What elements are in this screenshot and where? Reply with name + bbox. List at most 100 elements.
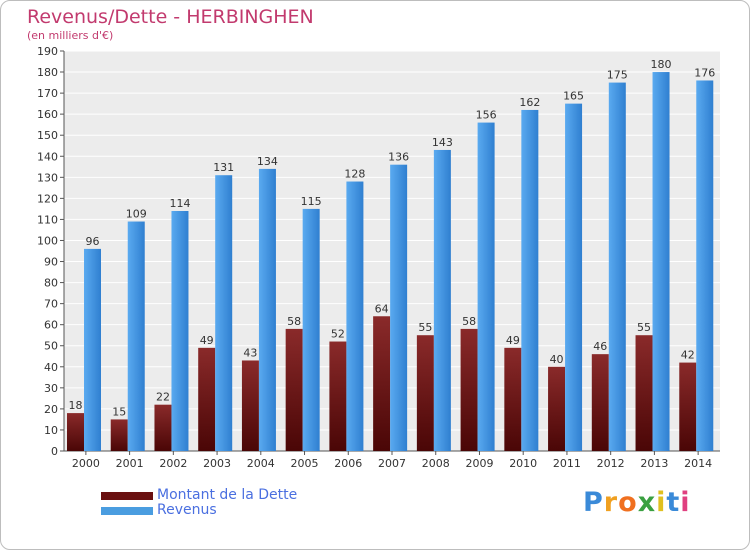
x-tick-label: 2009 bbox=[465, 457, 493, 470]
logo-letter: P bbox=[583, 487, 604, 518]
y-tick-label: 20 bbox=[44, 403, 58, 416]
bar-value-label: 46 bbox=[593, 340, 607, 353]
x-tick-label: 2000 bbox=[72, 457, 100, 470]
bar-value-label: 162 bbox=[519, 96, 540, 109]
x-tick-label: 2006 bbox=[334, 457, 362, 470]
x-tick-label: 2010 bbox=[509, 457, 537, 470]
chart-subtitle: (en milliers d'€) bbox=[27, 29, 114, 42]
bar-dette bbox=[198, 347, 216, 451]
y-tick-label: 170 bbox=[37, 87, 58, 100]
bar-revenus bbox=[346, 181, 364, 452]
x-tick-label: 2003 bbox=[203, 457, 231, 470]
bar-dette bbox=[460, 328, 478, 451]
bar-dette bbox=[67, 413, 84, 451]
legend-item-dette: Montant de la Dette bbox=[101, 488, 297, 503]
y-tick-label: 120 bbox=[37, 192, 58, 205]
x-tick-label: 2011 bbox=[553, 457, 581, 470]
x-tick-label: 2007 bbox=[378, 457, 406, 470]
x-tick-label: 2012 bbox=[597, 457, 625, 470]
bar-dette bbox=[285, 328, 303, 451]
logo-letter: i bbox=[680, 487, 691, 518]
bar-dette bbox=[504, 347, 522, 451]
bar-value-label: 180 bbox=[651, 58, 672, 71]
bar-value-label: 49 bbox=[506, 334, 520, 347]
bar-value-label: 22 bbox=[156, 391, 170, 404]
bar-value-label: 96 bbox=[86, 235, 100, 248]
y-tick-label: 0 bbox=[51, 445, 58, 458]
bar-value-label: 131 bbox=[213, 161, 234, 174]
bar-revenus bbox=[84, 248, 101, 451]
y-tick-label: 110 bbox=[37, 213, 58, 226]
logo-letter: i bbox=[656, 487, 667, 518]
bar-value-label: 58 bbox=[462, 315, 476, 328]
bar-value-label: 143 bbox=[432, 136, 453, 149]
bar-value-label: 55 bbox=[637, 321, 651, 334]
bar-dette bbox=[548, 366, 566, 451]
y-tick-label: 90 bbox=[44, 256, 58, 269]
y-tick-label: 180 bbox=[37, 66, 58, 79]
bar-value-label: 136 bbox=[388, 151, 409, 164]
y-tick-label: 60 bbox=[44, 319, 58, 332]
bar-value-label: 18 bbox=[69, 399, 83, 412]
x-tick-label: 2014 bbox=[684, 457, 712, 470]
bar-revenus bbox=[390, 164, 408, 451]
bar-revenus bbox=[127, 221, 145, 451]
bar-value-label: 15 bbox=[112, 405, 126, 418]
x-tick-label: 2013 bbox=[640, 457, 668, 470]
bar-dette bbox=[110, 419, 128, 451]
bar-value-label: 40 bbox=[550, 353, 564, 366]
bar-value-label: 165 bbox=[563, 90, 584, 103]
y-tick-label: 150 bbox=[37, 129, 58, 142]
y-tick-label: 50 bbox=[44, 340, 58, 353]
y-tick-label: 30 bbox=[44, 382, 58, 395]
legend-item-revenus: Revenus bbox=[101, 503, 297, 518]
bar-revenus bbox=[696, 80, 714, 451]
bar-revenus bbox=[302, 208, 320, 451]
bar-revenus bbox=[652, 72, 670, 451]
bar-dette bbox=[373, 316, 391, 451]
bar-revenus bbox=[521, 109, 539, 452]
bar-revenus bbox=[477, 122, 495, 451]
y-tick-label: 130 bbox=[37, 171, 58, 184]
bar-revenus bbox=[608, 82, 626, 451]
bar-revenus bbox=[258, 168, 276, 452]
bar-value-label: 156 bbox=[476, 109, 497, 122]
legend-label-dette: Montant de la Dette bbox=[157, 487, 298, 503]
y-tick-label: 190 bbox=[37, 45, 58, 58]
logo-letter: t bbox=[666, 487, 681, 518]
bar-value-label: 134 bbox=[257, 155, 278, 168]
legend-swatch-revenus bbox=[101, 506, 153, 515]
bar-dette bbox=[154, 404, 172, 451]
bar-value-label: 55 bbox=[418, 321, 432, 334]
bar-revenus bbox=[433, 149, 451, 451]
bar-dette bbox=[591, 354, 609, 451]
bar-value-label: 52 bbox=[331, 328, 345, 341]
x-tick-label: 2001 bbox=[116, 457, 144, 470]
y-tick-label: 70 bbox=[44, 298, 58, 311]
logo-letter: o bbox=[618, 487, 638, 518]
bar-value-label: 58 bbox=[287, 315, 301, 328]
y-tick-label: 80 bbox=[44, 277, 58, 290]
x-tick-label: 2002 bbox=[159, 457, 187, 470]
bar-value-label: 114 bbox=[169, 197, 190, 210]
x-tick-label: 2004 bbox=[247, 457, 275, 470]
bar-revenus bbox=[171, 211, 189, 451]
legend: Montant de la Dette Revenus bbox=[101, 488, 297, 518]
bar-value-label: 176 bbox=[694, 66, 715, 79]
y-tick-label: 40 bbox=[44, 361, 58, 374]
y-tick-label: 10 bbox=[44, 424, 58, 437]
bar-value-label: 128 bbox=[344, 168, 365, 181]
legend-swatch-dette bbox=[101, 491, 153, 500]
bar-dette bbox=[329, 341, 347, 451]
bar-revenus bbox=[215, 175, 233, 452]
bar-dette bbox=[416, 335, 434, 451]
x-tick-label: 2008 bbox=[422, 457, 450, 470]
bar-value-label: 42 bbox=[681, 349, 695, 362]
y-tick-label: 160 bbox=[37, 108, 58, 121]
bar-dette bbox=[241, 360, 259, 451]
chart-title: Revenus/Dette - HERBINGHEN bbox=[27, 6, 314, 28]
y-tick-label: 140 bbox=[37, 150, 58, 163]
bar-value-label: 115 bbox=[301, 195, 322, 208]
